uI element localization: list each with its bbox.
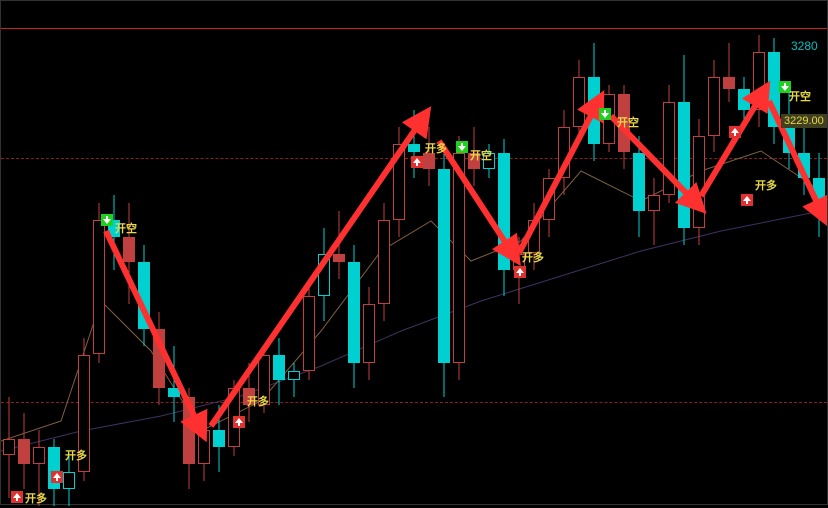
- candle: [483, 1, 495, 506]
- candle: [258, 1, 270, 506]
- candle: [663, 1, 675, 506]
- candle: [678, 1, 690, 506]
- candle: [198, 1, 210, 506]
- candle: [303, 1, 315, 506]
- long-signal-icon: [514, 265, 526, 277]
- candle: [783, 1, 795, 506]
- candle: [138, 1, 150, 506]
- last-price-label: 3229.00: [781, 114, 827, 128]
- candle: [153, 1, 165, 506]
- candle: [273, 1, 285, 506]
- signal-label: 开空: [470, 147, 492, 163]
- candle: [813, 1, 825, 506]
- candle: [288, 1, 300, 506]
- signal-label: 开多: [247, 393, 269, 409]
- long-signal-icon: [233, 415, 245, 427]
- candle: [633, 1, 645, 506]
- signal-label: 开空: [617, 114, 639, 130]
- candle: [333, 1, 345, 506]
- candle: [498, 1, 510, 506]
- signal-label: 开多: [65, 447, 87, 463]
- candle: [648, 1, 660, 506]
- signal-label: 开空: [115, 220, 137, 236]
- long-signal-icon: [411, 155, 423, 167]
- short-signal-icon: [101, 213, 113, 225]
- candle: [213, 1, 225, 506]
- signal-label: 开多: [25, 490, 47, 506]
- candle: [108, 1, 120, 506]
- candle: [588, 1, 600, 506]
- short-signal-icon: [456, 140, 468, 152]
- long-signal-icon: [741, 193, 753, 205]
- candlestick-chart[interactable]: 开多开多开空开多开多开空开多开空开多开空32803229.00: [0, 0, 828, 505]
- candle: [558, 1, 570, 506]
- candle: [573, 1, 585, 506]
- candle: [378, 1, 390, 506]
- signal-label: 开多: [755, 177, 777, 193]
- candle: [393, 1, 405, 506]
- candle: [603, 1, 615, 506]
- candle: [363, 1, 375, 506]
- candle: [123, 1, 135, 506]
- candle: [423, 1, 435, 506]
- candle: [93, 1, 105, 506]
- candle: [318, 1, 330, 506]
- candle: [243, 1, 255, 506]
- candle: [693, 1, 705, 506]
- candle: [18, 1, 30, 506]
- candle: [408, 1, 420, 506]
- candle: [723, 1, 735, 506]
- candle: [768, 1, 780, 506]
- candle: [453, 1, 465, 506]
- candle: [438, 1, 450, 506]
- candle: [753, 1, 765, 506]
- candle: [48, 1, 60, 506]
- candle: [798, 1, 810, 506]
- signal-label: 开空: [789, 88, 811, 104]
- candle: [618, 1, 630, 506]
- candle: [78, 1, 90, 506]
- candle: [168, 1, 180, 506]
- candle: [543, 1, 555, 506]
- signal-label: 开多: [425, 140, 447, 156]
- long-signal-icon: [51, 470, 63, 482]
- short-signal-icon: [599, 107, 611, 119]
- candle: [468, 1, 480, 506]
- candle: [3, 1, 15, 506]
- candle: [738, 1, 750, 506]
- candle: [708, 1, 720, 506]
- candle: [183, 1, 195, 506]
- candle: [228, 1, 240, 506]
- y-axis-label: 3280: [791, 39, 818, 53]
- candle: [348, 1, 360, 506]
- candle: [33, 1, 45, 506]
- long-signal-icon: [11, 490, 23, 502]
- candle: [63, 1, 75, 506]
- long-signal-icon: [729, 125, 741, 137]
- signal-label: 开多: [522, 249, 544, 265]
